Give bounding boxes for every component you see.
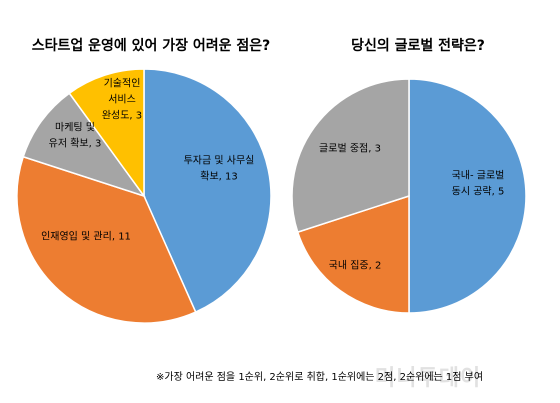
pie-slice	[68, 68, 145, 199]
pie-slice	[291, 78, 410, 234]
pie-slice	[143, 68, 272, 314]
footnote: ※가장 어려운 점을 1순위, 2순위로 취합, 1순위에는 2점, 2순위에는…	[156, 372, 484, 383]
pie-slice	[296, 194, 410, 314]
slice-data-label: 투자금 및 사무실 확보, 13	[184, 155, 255, 183]
slice-data-label: 기술적인 서비스 완성도, 3	[102, 78, 142, 122]
difficulty-chart-title: 스타트업 운영에 있어 가장 어려운 점은?	[32, 37, 271, 54]
strategy-chart-title: 당신의 글로벌 전략은?	[351, 37, 485, 54]
slice-data-label: 글로벌 중점, 3	[319, 143, 381, 155]
slice-data-label: 국내- 글로벌 동시 공략, 5	[452, 170, 505, 198]
pie-slice	[408, 78, 527, 314]
pie-slice	[22, 92, 146, 198]
pie-slice	[16, 155, 197, 324]
slice-data-label: 마케팅 및 유저 확보, 3	[49, 122, 102, 150]
slice-data-label: 인재영입 및 관리, 11	[41, 230, 131, 243]
global-strategy-pie-chart: 당신의 글로벌 전략은? 국내- 글로벌 동시 공략, 5 국내 집중, 2 글로벌 …	[291, 37, 527, 314]
difficulty-pie-chart: 스타트업 운영에 있어 가장 어려운 점은? 투자금 및 사무실 확보, 13 인재…	[16, 37, 272, 324]
slice-data-label: 국내 집중, 2	[329, 260, 382, 272]
